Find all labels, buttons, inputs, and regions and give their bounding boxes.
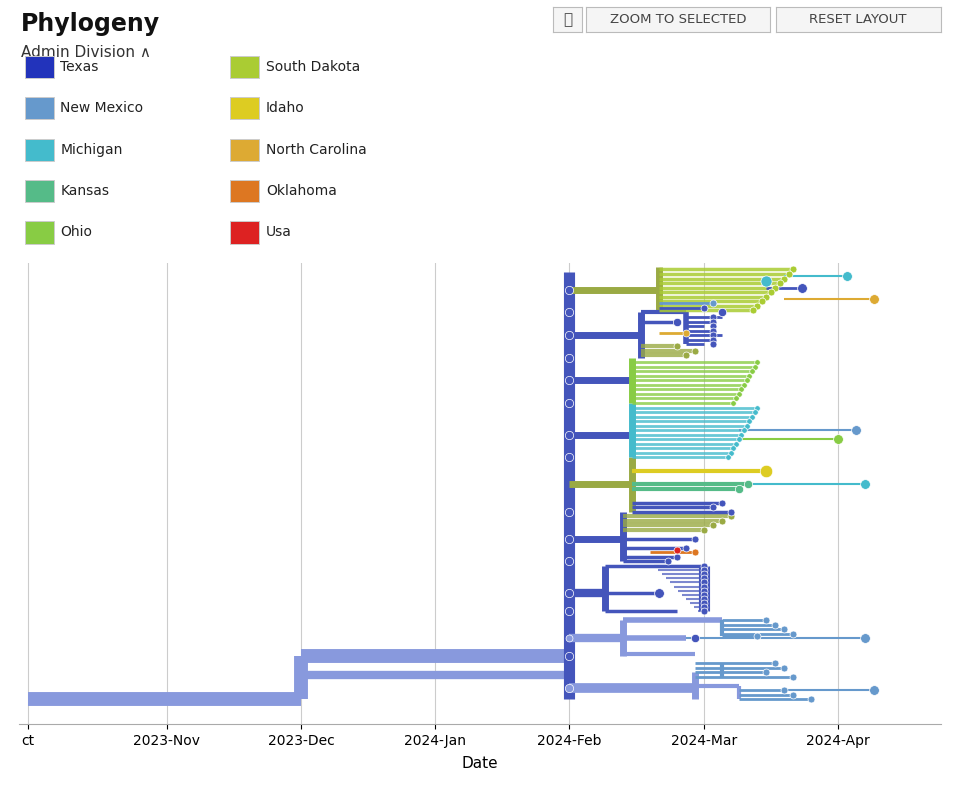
- X-axis label: Date: Date: [462, 756, 498, 771]
- Text: North Carolina: North Carolina: [266, 142, 367, 157]
- Text: Admin Division ∧: Admin Division ∧: [21, 45, 151, 60]
- Text: RESET LAYOUT: RESET LAYOUT: [809, 13, 907, 26]
- Text: South Dakota: South Dakota: [266, 60, 360, 74]
- Text: New Mexico: New Mexico: [60, 101, 144, 115]
- Text: Idaho: Idaho: [266, 101, 304, 115]
- Text: Michigan: Michigan: [60, 142, 123, 157]
- Text: ⌕: ⌕: [563, 12, 572, 27]
- Text: Usa: Usa: [266, 225, 292, 240]
- Text: Oklahoma: Oklahoma: [266, 184, 337, 198]
- Text: ZOOM TO SELECTED: ZOOM TO SELECTED: [610, 13, 746, 26]
- Text: Phylogeny: Phylogeny: [21, 12, 160, 36]
- Text: Ohio: Ohio: [60, 225, 92, 240]
- Text: Kansas: Kansas: [60, 184, 109, 198]
- Text: Texas: Texas: [60, 60, 99, 74]
